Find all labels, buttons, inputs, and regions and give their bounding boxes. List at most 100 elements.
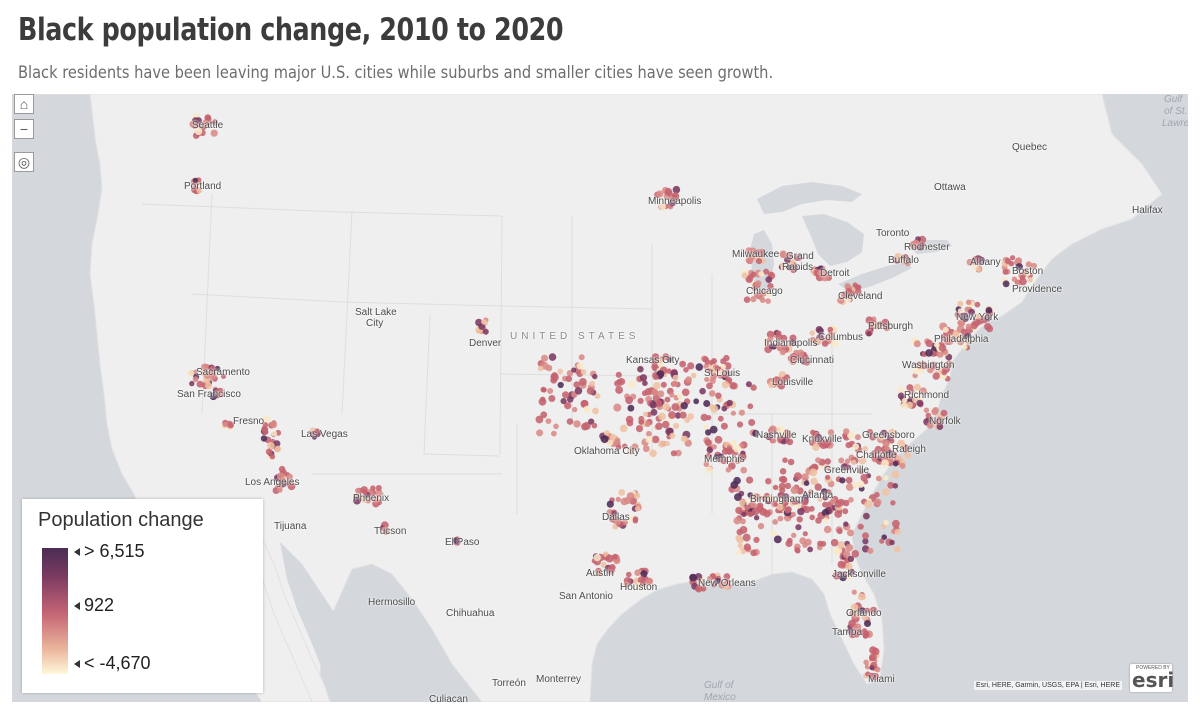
population-point[interactable] — [790, 339, 797, 346]
population-point[interactable] — [779, 250, 787, 258]
population-point[interactable] — [687, 413, 694, 420]
population-point[interactable] — [815, 457, 821, 463]
population-point[interactable] — [566, 370, 574, 377]
population-point[interactable] — [658, 412, 666, 421]
population-point[interactable] — [613, 517, 622, 525]
population-point[interactable] — [814, 483, 822, 491]
population-point[interactable] — [710, 404, 719, 413]
population-point[interactable] — [616, 378, 623, 386]
population-point[interactable] — [821, 508, 830, 517]
population-point[interactable] — [941, 369, 948, 376]
population-point[interactable] — [802, 531, 808, 537]
population-point[interactable] — [211, 119, 219, 126]
population-point[interactable] — [220, 373, 227, 379]
population-point[interactable] — [481, 319, 487, 325]
population-point[interactable] — [985, 307, 993, 314]
population-point[interactable] — [557, 381, 564, 389]
population-point[interactable] — [791, 497, 798, 505]
population-point[interactable] — [737, 543, 743, 549]
population-point[interactable] — [593, 553, 601, 562]
population-point[interactable] — [743, 543, 751, 551]
population-point[interactable] — [803, 480, 810, 487]
population-point[interactable] — [646, 577, 654, 585]
population-point[interactable] — [227, 421, 234, 428]
population-point[interactable] — [790, 511, 796, 518]
population-point[interactable] — [638, 419, 645, 425]
population-point[interactable] — [820, 488, 828, 496]
population-point[interactable] — [700, 413, 708, 422]
population-point[interactable] — [966, 258, 974, 266]
population-point[interactable] — [674, 412, 682, 419]
population-point[interactable] — [706, 415, 712, 421]
population-point[interactable] — [634, 506, 641, 512]
population-point[interactable] — [615, 496, 621, 502]
population-point[interactable] — [858, 607, 866, 615]
population-point[interactable] — [622, 519, 628, 526]
population-point[interactable] — [869, 646, 877, 654]
population-point[interactable] — [848, 619, 856, 628]
population-point[interactable] — [824, 458, 831, 465]
population-point[interactable] — [1015, 263, 1023, 271]
population-point[interactable] — [548, 353, 557, 361]
locate-button[interactable]: ◎ — [14, 152, 34, 172]
population-point[interactable] — [845, 458, 851, 464]
population-point[interactable] — [843, 521, 849, 527]
population-point[interactable] — [965, 299, 972, 306]
population-point[interactable] — [984, 323, 992, 331]
population-point[interactable] — [276, 472, 285, 481]
population-point[interactable] — [649, 449, 657, 458]
population-point[interactable] — [194, 117, 202, 125]
population-point[interactable] — [925, 412, 932, 419]
population-point[interactable] — [679, 360, 686, 368]
population-point[interactable] — [766, 330, 775, 339]
population-point[interactable] — [765, 478, 772, 485]
population-point[interactable] — [538, 397, 547, 406]
population-point[interactable] — [779, 468, 787, 475]
population-point[interactable] — [725, 446, 733, 455]
population-point[interactable] — [845, 476, 853, 484]
population-point[interactable] — [824, 464, 830, 471]
population-point[interactable] — [768, 343, 775, 350]
population-point[interactable] — [787, 458, 795, 466]
population-point[interactable] — [721, 381, 730, 389]
population-point[interactable] — [976, 266, 982, 273]
population-point[interactable] — [672, 185, 681, 194]
map-attribution[interactable]: Esri, HERE, Garmin, USGS, EPA | Esri, HE… — [973, 681, 1122, 690]
population-point[interactable] — [901, 254, 909, 261]
population-point[interactable] — [705, 429, 712, 436]
population-point[interactable] — [627, 447, 635, 455]
population-point[interactable] — [573, 420, 581, 428]
population-point[interactable] — [565, 375, 573, 383]
population-point[interactable] — [653, 381, 661, 390]
population-point[interactable] — [753, 250, 759, 256]
population-point[interactable] — [830, 498, 836, 505]
population-point[interactable] — [668, 411, 676, 419]
population-point[interactable] — [850, 603, 859, 612]
population-point[interactable] — [814, 434, 823, 442]
population-point[interactable] — [695, 585, 703, 593]
population-point[interactable] — [821, 340, 829, 347]
population-point[interactable] — [945, 335, 952, 341]
population-point[interactable] — [874, 491, 880, 498]
population-point[interactable] — [772, 519, 779, 525]
population-point[interactable] — [936, 423, 944, 431]
population-point[interactable] — [1027, 277, 1033, 283]
population-point[interactable] — [736, 536, 744, 544]
population-point[interactable] — [962, 312, 969, 319]
population-point[interactable] — [1030, 262, 1037, 270]
population-point[interactable] — [713, 454, 720, 461]
population-point[interactable] — [572, 406, 578, 413]
population-point[interactable] — [903, 448, 909, 454]
population-point[interactable] — [704, 376, 710, 383]
population-point[interactable] — [765, 276, 773, 283]
population-point[interactable] — [726, 399, 733, 407]
population-point[interactable] — [839, 477, 846, 484]
population-point[interactable] — [810, 477, 818, 486]
population-point[interactable] — [573, 381, 581, 388]
population-point[interactable] — [890, 500, 896, 506]
population-point[interactable] — [770, 437, 777, 444]
population-point[interactable] — [847, 431, 855, 440]
population-point[interactable] — [690, 372, 697, 379]
population-point[interactable] — [733, 517, 741, 525]
population-point[interactable] — [906, 401, 914, 409]
